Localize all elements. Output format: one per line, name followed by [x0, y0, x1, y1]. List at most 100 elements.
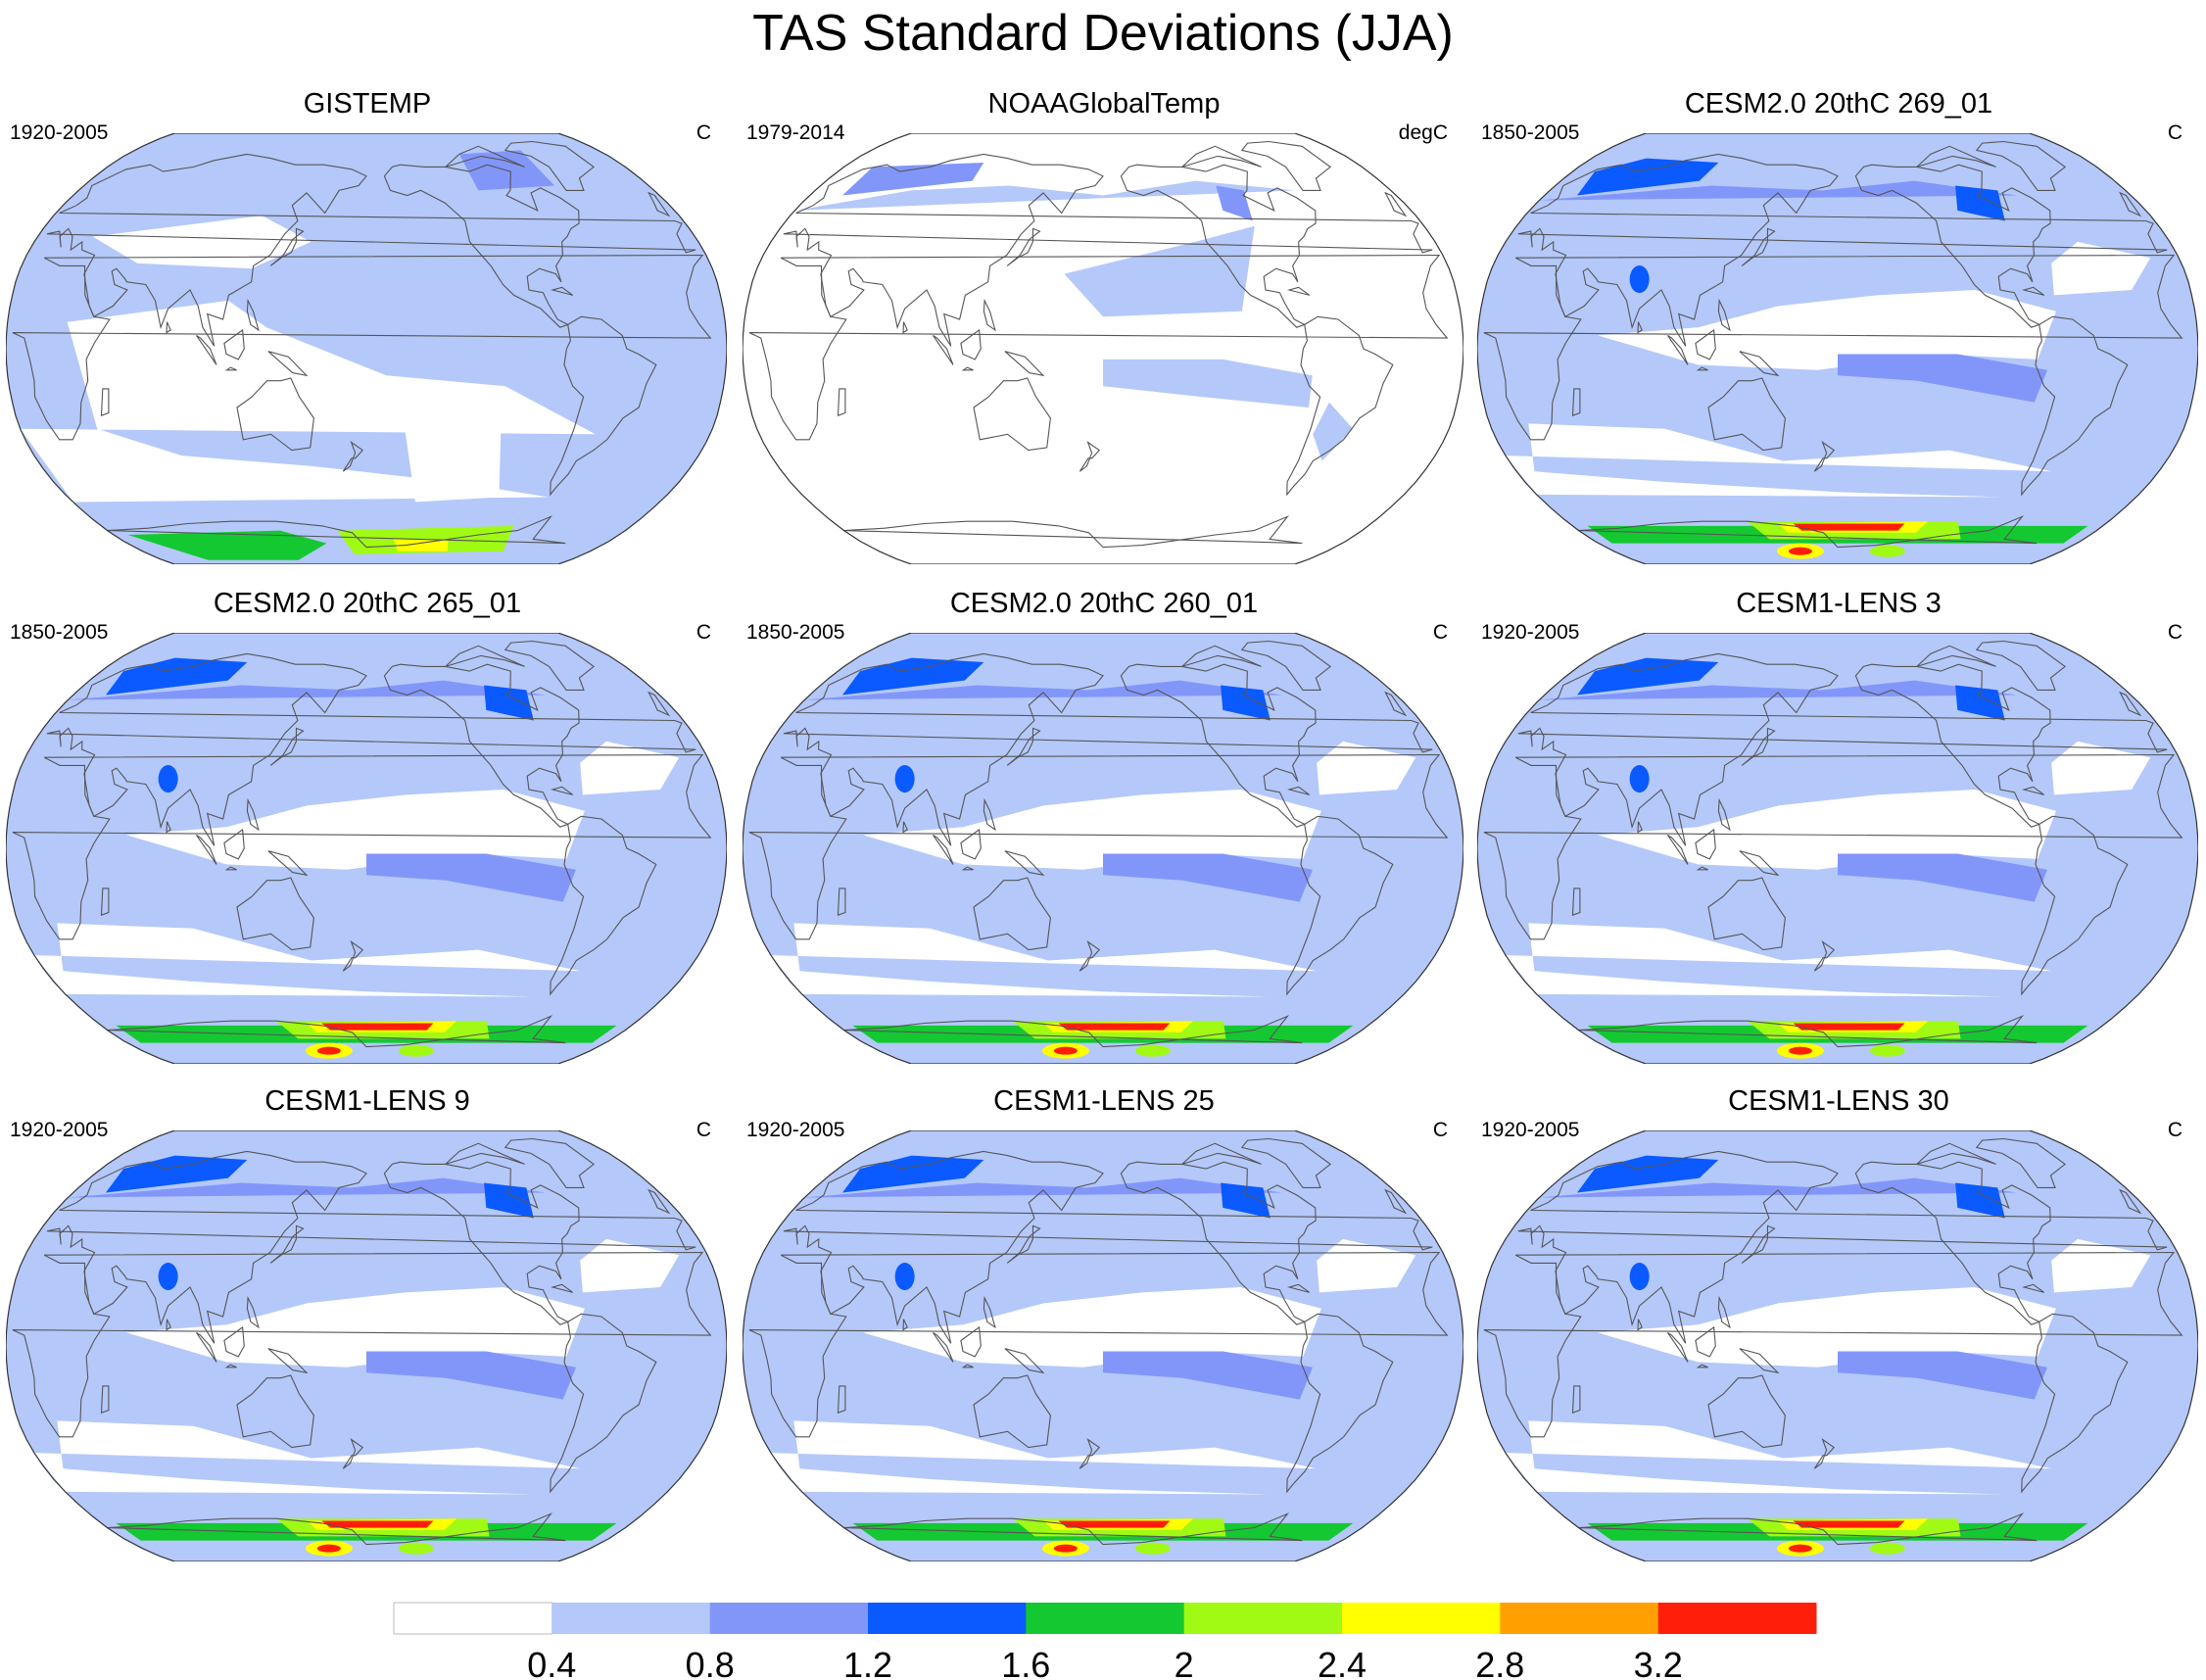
map-border — [1477, 1130, 2198, 1561]
coastline — [783, 652, 1433, 846]
coastline — [933, 334, 954, 365]
coastline — [961, 866, 974, 871]
sd-field-band — [106, 1155, 248, 1193]
colorbar-tick-label: 2.8 — [1475, 1645, 1524, 1680]
coastline — [1006, 1224, 1041, 1264]
coastline — [960, 1325, 982, 1358]
coastline — [837, 388, 846, 417]
coastline — [267, 351, 309, 377]
map-plot — [1477, 1130, 2198, 1561]
coastline — [46, 153, 696, 347]
map-plot — [6, 133, 727, 564]
sd-field-band — [1577, 158, 1719, 196]
panel-title: CESM2.0 20thC 269_01 — [1684, 88, 1993, 120]
colorbar-swatch — [552, 1603, 711, 1634]
sd-field-band — [1103, 359, 1313, 408]
coastline — [1079, 441, 1101, 472]
map-plot — [743, 1130, 1463, 1561]
coastline — [100, 388, 110, 417]
coastline — [196, 1331, 217, 1363]
coastline — [1813, 940, 1836, 972]
coastline — [223, 328, 245, 360]
panel-units: degC — [1398, 121, 1448, 144]
coastline — [445, 645, 525, 667]
coastline — [1975, 640, 2067, 691]
sd-field-band — [92, 216, 312, 269]
coastline — [12, 254, 712, 441]
panel-title: CESM1-LENS 30 — [1728, 1085, 1949, 1117]
sd-field-band — [1058, 1023, 1171, 1031]
coastline — [107, 515, 566, 549]
sd-field-band — [1134, 1044, 1171, 1057]
colorbar-tick-label: 1.2 — [843, 1645, 892, 1680]
coastline — [1637, 321, 1643, 334]
sd-field-band — [405, 428, 502, 503]
coastline — [1517, 1150, 2168, 1344]
map-border — [6, 633, 727, 1064]
coastline — [1578, 515, 2038, 549]
coastline — [1578, 1015, 2038, 1048]
coastline — [236, 877, 314, 951]
sd-field-band — [393, 539, 449, 552]
colorbar-swatch — [709, 1603, 869, 1634]
map-border — [1477, 133, 2198, 564]
sd-field-band — [1629, 1263, 1650, 1291]
sd-field-band — [366, 853, 576, 902]
colorbar-swatch — [1183, 1603, 1343, 1634]
sd-field-band — [1103, 1351, 1313, 1400]
sd-field-band — [842, 1155, 984, 1193]
sd-field-band — [1869, 1044, 1905, 1057]
coastline — [973, 1374, 1051, 1449]
coastline — [1384, 1188, 1408, 1215]
coastline — [1696, 866, 1708, 871]
colorbar-tick-label: 1.6 — [1001, 1645, 1050, 1680]
coastline — [2021, 786, 2045, 795]
coastline — [647, 191, 671, 217]
sd-field-band — [1629, 765, 1650, 793]
sd-field-base — [743, 133, 1463, 564]
coastline — [1571, 888, 1581, 917]
coastline — [383, 1161, 580, 1325]
map-plot — [1477, 633, 2198, 1064]
colorbar-swatch — [868, 1603, 1027, 1634]
coastline — [550, 815, 657, 996]
coastline — [1006, 227, 1041, 266]
map-panel: NOAAGlobalTemp 1979-2014 degC — [737, 86, 1471, 586]
coastline — [1854, 164, 2051, 328]
coastline — [550, 315, 657, 497]
sd-field-band — [127, 530, 327, 560]
coastline — [647, 691, 671, 717]
panel-units: C — [695, 1119, 711, 1141]
coastline — [224, 366, 237, 371]
sd-field-band — [1598, 790, 2056, 870]
coastline — [2021, 815, 2129, 996]
coastline — [1004, 1348, 1045, 1374]
coastline — [1240, 640, 1332, 691]
sd-field-band — [804, 1143, 1282, 1198]
colorbar-tick-label: 2.4 — [1318, 1645, 1367, 1680]
sd-field-band — [1869, 1542, 1905, 1555]
coastline — [960, 328, 982, 360]
coastline — [783, 1150, 1433, 1344]
coastline — [1696, 366, 1708, 371]
panel-units: C — [2167, 1119, 2182, 1141]
coastline — [246, 1295, 260, 1329]
coastline — [1571, 388, 1581, 417]
map-plot — [743, 633, 1463, 1064]
colorbar-swatch — [393, 1602, 553, 1635]
coastline — [504, 140, 596, 191]
sd-field-band — [1053, 1544, 1078, 1553]
sd-field-band — [863, 790, 1321, 870]
coastline — [960, 828, 982, 860]
coastline — [1739, 850, 1780, 877]
coastline — [933, 834, 954, 865]
coastline — [1695, 1325, 1716, 1358]
coastline — [1079, 1438, 1101, 1469]
coastline — [2119, 691, 2142, 717]
coastline — [1916, 645, 1996, 667]
sd-field-band — [842, 657, 984, 696]
sd-field-band — [126, 1287, 585, 1368]
map-border — [6, 1130, 727, 1561]
sd-field-band — [321, 1023, 434, 1031]
coastline — [236, 377, 314, 452]
